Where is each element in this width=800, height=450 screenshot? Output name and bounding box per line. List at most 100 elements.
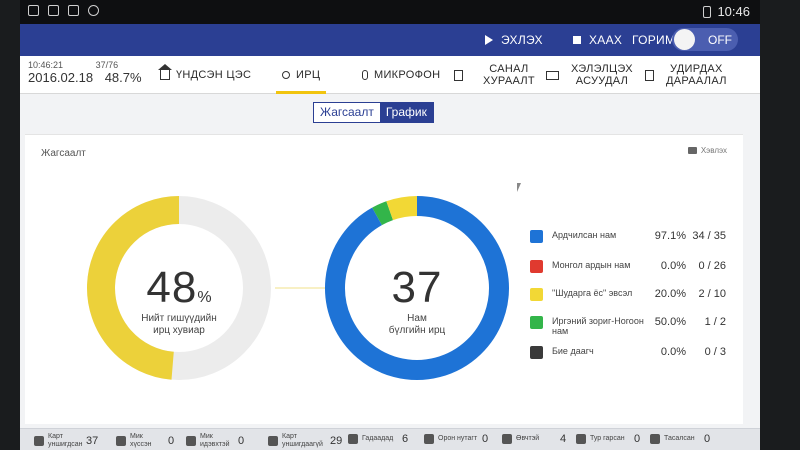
session-info: 10:46:21 37/76 2016.02.18 48.7%: [28, 60, 142, 85]
legend-swatch: [530, 260, 543, 273]
session-time: 10:46:21: [28, 60, 64, 70]
nav-voting[interactable]: САНАЛ ХУРААЛТ: [483, 63, 535, 87]
legend-name: Иргэний зориг-Ногоон нам: [552, 316, 644, 336]
screen-icon: [546, 70, 559, 80]
legend-swatch: [530, 316, 543, 329]
legend-row: "Шударга ёс" эвсэл 20.0% 2 / 10: [530, 285, 730, 305]
mode-label: ГОРИМ: [632, 33, 676, 47]
document-icon: [454, 69, 464, 81]
party-attendance-value: 37: [391, 263, 443, 312]
party-slice: [325, 196, 509, 380]
settings-icon: [88, 5, 99, 16]
legend-swatch: [530, 346, 543, 359]
action-bar: ЭХЛЭХ ХААХ ГОРИМ OFF: [20, 24, 760, 56]
legend-swatch: [530, 230, 543, 243]
legend-count: 0 / 3: [704, 346, 726, 358]
card-missing-icon: [268, 436, 278, 446]
total-attendance-center: 48% Нийт гишүүдийн ирц хувиар: [109, 263, 249, 337]
total-attendance-caption-2: ирц хувиар: [153, 325, 205, 336]
party-slice: [386, 195, 418, 221]
party-slice: [372, 201, 394, 226]
legend-count: 34 / 35: [692, 230, 726, 242]
mic-icon: [186, 436, 196, 446]
legend-name: "Шударга ёс" эвсэл: [552, 288, 633, 298]
legend-row: Монгол ардын нам 0.0% 0 / 26: [530, 257, 730, 277]
legend-count: 2 / 10: [698, 288, 726, 300]
airplane-icon: [348, 434, 358, 444]
session-date: 2016.02.18: [28, 70, 94, 85]
battery-icon: [703, 5, 712, 18]
attendance-count: 37/76: [95, 60, 119, 70]
nav-queue[interactable]: УДИРДАХ ДАРААЛАЛ: [645, 56, 727, 94]
attendance-charts: [87, 195, 509, 380]
total-attendance-value: 48: [146, 263, 198, 312]
nav-main-menu[interactable]: ҮНДСЭН ЦЭС: [158, 56, 251, 94]
legend-percent: 20.0%: [654, 288, 686, 300]
mode-toggle[interactable]: OFF: [672, 28, 738, 51]
attendance-panel: Жагсаалт Хэвлэх 48% Нийт гишүүдийн ирц х…: [25, 134, 743, 424]
microphone-icon: [362, 70, 368, 80]
card-icon: [34, 436, 44, 446]
summary-bar: Карт уншигдсан 37 Мик хүссэн 0 Мик идэвх…: [20, 428, 760, 450]
nav-agenda[interactable]: ХЭЛЭЛЦЭХ АСУУДАЛ: [546, 56, 633, 94]
main-nav: 10:46:21 37/76 2016.02.18 48.7% ҮНДСЭН Ц…: [20, 56, 760, 94]
app-screen: 10:46 ЭХЛЭХ ХААХ ГОРИМ OFF 10:46:21 37/7…: [20, 0, 760, 450]
queue-icon: [645, 69, 654, 81]
local-stat: Орон нутагт 0: [424, 433, 488, 445]
view-switcher: Жагсаалт График: [313, 102, 434, 123]
sick-stat: Өвчтэй 4: [502, 433, 566, 445]
clock-icon: [576, 434, 586, 444]
hand-icon: [116, 436, 126, 446]
legend-swatch: [530, 288, 543, 301]
panel-title: Жагсаалт: [41, 148, 86, 159]
start-button[interactable]: ЭХЛЭХ: [485, 33, 543, 47]
legend-count: 0 / 26: [698, 260, 726, 272]
play-icon: [485, 35, 493, 45]
nav-microphone[interactable]: МИКРОФОН: [362, 56, 464, 94]
legend-percent: 0.0%: [660, 260, 686, 272]
home-icon: [158, 64, 172, 80]
legend-count: 1 / 2: [704, 316, 726, 328]
legend-row: Бие даагч 0.0% 0 / 3: [530, 343, 730, 363]
total-attendance-caption-1: Нийт гишүүдийн: [141, 313, 217, 324]
attendance-percent: 48.7%: [104, 70, 142, 85]
left-early-stat: Тур гарсан 0: [576, 433, 640, 445]
party-attendance-center: 37 Нам бүлгийн ирц: [352, 263, 482, 337]
system-status-bar: 10:46: [20, 0, 760, 24]
absent-stat: Тасалсан 0: [650, 433, 710, 445]
legend-name: Ардчилсан нам: [552, 230, 617, 240]
stop-icon: [573, 36, 581, 44]
total-attendance-unit: %: [197, 289, 212, 306]
toggle-knob: [674, 29, 695, 50]
mouse-cursor: [517, 183, 521, 192]
card-read-stat: Карт уншигдсан 37: [34, 433, 98, 449]
printer-icon: [687, 147, 697, 154]
nav-attendance[interactable]: ИРЦ: [276, 56, 327, 94]
legend-row: Ардчилсан нам 97.1% 34 / 35: [530, 227, 730, 247]
party-attendance-donut: [325, 195, 509, 380]
party-attendance-caption-2: бүлгийн ирц: [388, 325, 446, 336]
print-button[interactable]: Хэвлэх: [687, 146, 727, 155]
legend-percent: 0.0%: [660, 346, 686, 358]
usb-icon: [48, 5, 59, 16]
legend-percent: 97.1%: [654, 230, 686, 242]
list-view-tab[interactable]: Жагсаалт: [314, 103, 380, 122]
stop-button[interactable]: ХААХ: [573, 33, 622, 47]
legend-name: Монгол ардын нам: [552, 260, 631, 270]
clock: 10:46: [717, 4, 750, 19]
person-icon: [424, 434, 434, 444]
legend-percent: 50.0%: [654, 316, 686, 328]
mic-requested-stat: Мик хүссэн 0: [116, 433, 174, 449]
mic-active-stat: Мик идэвхтэй 0: [186, 433, 244, 449]
screenshot-icon: [68, 5, 79, 16]
legend-name: Бие даагч: [552, 346, 594, 356]
medical-cross-icon: [502, 434, 512, 444]
legend-row: Иргэний зориг-Ногоон нам 50.0% 1 / 2: [530, 313, 730, 336]
card-not-read-stat: Карт уншигдаагүй 29: [268, 433, 342, 449]
abroad-stat: Гадаадад 6: [348, 433, 408, 445]
party-attendance-caption-1: Нам: [407, 313, 427, 324]
absent-icon: [650, 434, 660, 444]
chart-view-tab[interactable]: График: [379, 103, 433, 122]
notification-icon: [28, 5, 39, 16]
attendance-fill-arc: [87, 196, 180, 380]
